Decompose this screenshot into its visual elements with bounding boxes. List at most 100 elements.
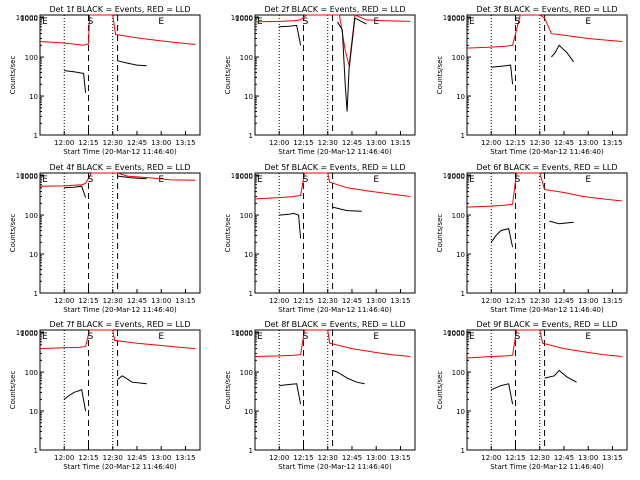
x-tick-label: 12:00	[481, 139, 501, 147]
x-axis-label: Start Time (20-Mar-12 11:46:40)	[278, 463, 392, 471]
y-tick-label: 1	[34, 132, 38, 140]
x-tick-label: 12:30	[103, 139, 123, 147]
marker-e: E	[158, 332, 164, 342]
marker-e: E	[42, 17, 48, 27]
x-axis-label: Start Time (20-Mar-12 11:46:40)	[63, 148, 177, 156]
y-tick-label: 100	[452, 54, 465, 62]
marker-s: S	[88, 332, 94, 342]
series-red-line	[254, 14, 411, 66]
x-tick-label: 12:00	[269, 297, 289, 305]
x-tick-label: 13:00	[578, 454, 598, 462]
marker-s: S	[303, 17, 309, 27]
y-tick-label: 1	[249, 290, 253, 298]
marker-e: E	[373, 332, 379, 342]
y-tick-label: 10	[244, 251, 253, 259]
x-tick-label: 12:30	[530, 139, 550, 147]
series-red-line	[39, 329, 196, 350]
plot-frame	[39, 14, 201, 136]
y-tick-label: 10000	[443, 172, 465, 180]
y-tick-label: 1000	[20, 330, 38, 338]
panel-title: Det 5f BLACK = Events, RED = LLD	[264, 163, 405, 172]
series-red-line	[39, 172, 196, 187]
x-tick-label: 13:15	[175, 297, 195, 305]
y-axis-label: Counts/sec	[436, 214, 444, 253]
series-black-line	[279, 206, 362, 239]
x-tick-label: 13:00	[578, 297, 598, 305]
y-tick-label: 1000	[235, 173, 253, 181]
x-tick-label: 12:30	[103, 297, 123, 305]
y-axis-label: Counts/sec	[224, 371, 232, 410]
series-black-line	[279, 17, 367, 112]
marker-s: S	[515, 175, 521, 185]
y-tick-label: 10000	[16, 172, 38, 180]
y-tick-label: 10000	[16, 329, 38, 337]
y-tick-label: 1	[34, 447, 38, 455]
y-tick-label: 1000	[20, 173, 38, 181]
panel-det-7: Det 7f BLACK = Events, RED = LLD 1 10 100 10…	[9, 320, 201, 471]
x-tick-label: 12:15	[505, 454, 525, 462]
x-axis-label: Start Time (20-Mar-12 11:46:40)	[63, 306, 177, 314]
x-tick-label: 13:00	[578, 139, 598, 147]
marker-e: E	[42, 175, 48, 185]
panel-title: Det 4f BLACK = Events, RED = LLD	[49, 163, 190, 172]
plot-frame	[39, 172, 201, 294]
x-tick-label: 12:00	[269, 139, 289, 147]
y-tick-label: 10	[29, 408, 38, 416]
marker-s: S	[515, 332, 521, 342]
x-tick-label: 13:15	[175, 139, 195, 147]
plot-frame	[466, 329, 628, 451]
x-tick-label: 13:00	[366, 454, 386, 462]
y-tick-label: 1	[461, 132, 465, 140]
x-tick-label: 12:30	[103, 454, 123, 462]
y-axis-label: Counts/sec	[436, 56, 444, 95]
y-tick-label: 10000	[443, 329, 465, 337]
panel-title: Det 1f BLACK = Events, RED = LLD	[49, 5, 190, 14]
x-tick-label: 13:15	[602, 297, 622, 305]
y-tick-label: 100	[25, 212, 38, 220]
x-tick-label: 13:00	[366, 139, 386, 147]
x-tick-label: 13:00	[151, 297, 171, 305]
y-tick-label: 100	[452, 369, 465, 377]
x-tick-label: 12:00	[481, 297, 501, 305]
x-tick-label: 12:45	[127, 454, 147, 462]
x-tick-label: 13:00	[151, 139, 171, 147]
marker-e: E	[469, 175, 475, 185]
series-red-line	[466, 172, 623, 208]
x-tick-label: 12:45	[554, 139, 574, 147]
y-tick-label: 1000	[447, 173, 465, 181]
panel-title: Det 8f BLACK = Events, RED = LLD	[264, 320, 405, 329]
y-tick-label: 100	[240, 54, 253, 62]
x-tick-label: 12:00	[481, 454, 501, 462]
y-tick-label: 10000	[231, 172, 253, 180]
panel-title: Det 7f BLACK = Events, RED = LLD	[49, 320, 190, 329]
y-tick-label: 10000	[443, 14, 465, 22]
panel-title: Det 9f BLACK = Events, RED = LLD	[476, 320, 617, 329]
x-tick-label: 12:15	[293, 297, 313, 305]
marker-e: E	[469, 332, 475, 342]
y-tick-label: 100	[25, 54, 38, 62]
plot-frame	[466, 14, 628, 136]
series-red-line	[466, 329, 623, 359]
panel-det-3: Det 3f BLACK = Events, RED = LLD 1 10 100 10…	[436, 5, 628, 156]
panel-title: Det 2f BLACK = Events, RED = LLD	[264, 5, 405, 14]
y-tick-label: 10	[244, 408, 253, 416]
y-tick-label: 100	[240, 212, 253, 220]
marker-e: E	[373, 17, 379, 27]
x-tick-label: 12:45	[554, 454, 574, 462]
x-axis-label: Start Time (20-Mar-12 11:46:40)	[490, 148, 604, 156]
x-tick-label: 13:15	[602, 139, 622, 147]
panel-det-8: Det 8f BLACK = Events, RED = LLD 1 10 100 10…	[224, 320, 416, 471]
marker-e: E	[585, 332, 591, 342]
marker-s: S	[303, 332, 309, 342]
marker-e: E	[585, 175, 591, 185]
y-tick-label: 1000	[447, 15, 465, 23]
y-tick-label: 10	[456, 93, 465, 101]
marker-e: E	[469, 17, 475, 27]
x-tick-label: 12:30	[530, 454, 550, 462]
y-tick-label: 1	[249, 132, 253, 140]
marker-s: S	[88, 175, 94, 185]
marker-e: E	[373, 175, 379, 185]
y-axis-label: Counts/sec	[224, 214, 232, 253]
x-tick-label: 12:15	[505, 139, 525, 147]
x-tick-label: 12:15	[78, 139, 98, 147]
